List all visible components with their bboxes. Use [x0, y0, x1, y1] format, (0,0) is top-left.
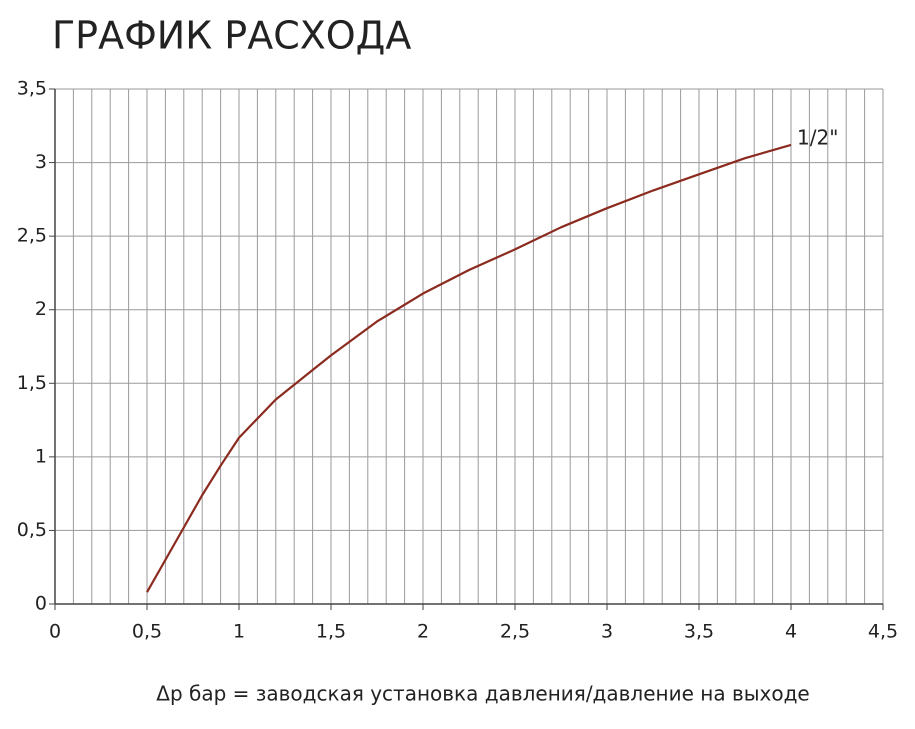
y-tick-label: 3,5: [17, 78, 47, 100]
x-axis-label: Δp бар = заводская установка давления/да…: [156, 682, 809, 706]
y-tick-label: 2,5: [17, 225, 47, 247]
x-tick-label: 4,5: [868, 621, 898, 643]
y-tick-label: 1,5: [17, 372, 47, 394]
y-tick-label: 0,5: [17, 519, 47, 541]
series-line: [146, 143, 792, 593]
x-tick-label: 0,5: [132, 621, 162, 643]
series-label: 1/2": [797, 125, 838, 149]
x-tick-label: 0: [49, 621, 61, 643]
x-tick-label: 1,5: [316, 621, 346, 643]
x-tick-label: 3,5: [684, 621, 714, 643]
y-tick-label: 2: [35, 298, 47, 320]
x-tick-label: 2: [417, 621, 429, 643]
y-tick-label: 0: [35, 593, 47, 615]
x-tick-label: 1: [233, 621, 245, 643]
x-tick-label: 4: [785, 621, 797, 643]
y-tick-label: 3: [35, 151, 47, 173]
y-tick-label: 1: [35, 445, 47, 467]
x-tick-label: 2,5: [500, 621, 530, 643]
chart-title: ГРАФИК РАСХОДА: [52, 14, 411, 58]
x-tick-label: 3: [601, 621, 613, 643]
